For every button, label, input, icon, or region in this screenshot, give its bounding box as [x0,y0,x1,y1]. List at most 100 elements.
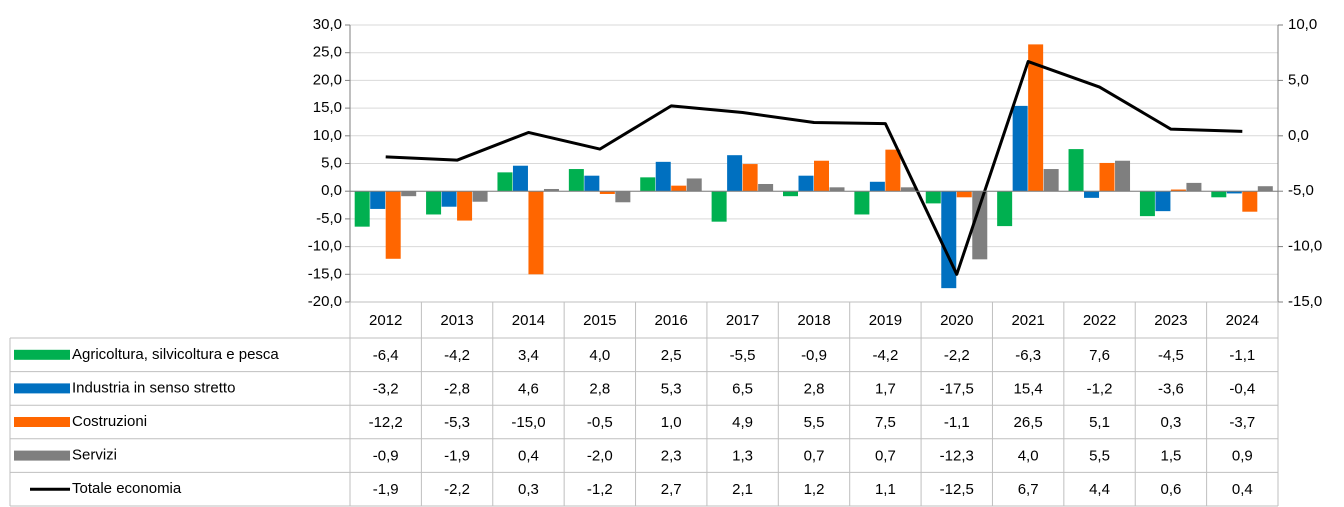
table-value: 2,7 [661,481,682,498]
table-value: -3,7 [1229,414,1255,431]
table-value: 6,7 [1018,481,1039,498]
table-value: 2,3 [661,448,682,465]
table-value: 5,1 [1089,414,1110,431]
bar [1068,149,1084,192]
bar [869,181,885,192]
x-tick-label: 2022 [1083,312,1116,329]
table-value: -1,1 [944,414,970,431]
bar [584,175,600,192]
table-value: -12,2 [369,414,403,431]
x-tick-label: 2020 [940,312,973,329]
bar [1186,182,1202,192]
table-value: 7,5 [875,414,896,431]
table-value: 1,1 [875,481,896,498]
x-tick-label: 2017 [726,312,759,329]
table-value: 3,4 [518,347,539,364]
table-value: 5,5 [1089,448,1110,465]
bar [900,187,916,192]
bar [742,164,758,192]
x-tick-label: 2012 [369,312,402,329]
table-value: 0,4 [518,448,539,465]
table-value: 1,7 [875,380,896,397]
y-tick-label: 10,0 [313,127,342,144]
bar [1099,162,1115,192]
bar [615,191,631,203]
table-value: 2,1 [732,481,753,498]
table-value: -1,9 [373,481,399,498]
table-value: -2,2 [444,481,470,498]
table-value: -2,8 [444,380,470,397]
table-value: -1,1 [1229,347,1255,364]
y-tick-label: -5,0 [316,210,342,227]
table-value: 7,6 [1089,347,1110,364]
legend-label: Industria in senso stretto [72,379,235,396]
table-value: 0,7 [875,448,896,465]
y-tick-label: 25,0 [313,44,342,61]
table-value: 2,8 [804,380,825,397]
x-tick-label: 2016 [655,312,688,329]
table-value: 2,8 [589,380,610,397]
table-value: 1,3 [732,448,753,465]
bar [1257,186,1273,192]
table-value: 6,5 [732,380,753,397]
table-value: 0,7 [804,448,825,465]
x-tick-label: 2021 [1011,312,1044,329]
table-value: -0,9 [373,448,399,465]
table-value: -5,3 [444,414,470,431]
table-value: -3,6 [1158,380,1184,397]
table-value: -6,3 [1015,347,1041,364]
bar [401,191,417,197]
bar [1012,105,1028,192]
bar [758,183,774,192]
y-tick-label: 5,0 [321,154,342,171]
bar [385,191,401,259]
y-tick-label: 30,0 [313,16,342,33]
table-value: 1,2 [804,481,825,498]
x-tick-label: 2023 [1154,312,1187,329]
table-value: 0,6 [1160,481,1181,498]
bar [497,172,513,192]
legend-key [14,383,70,394]
table-value: -4,5 [1158,347,1184,364]
bar [783,191,798,197]
bar [528,191,544,275]
table-value: -12,3 [940,448,974,465]
y-tick-label: 15,0 [313,99,342,116]
table-value: 0,9 [1232,448,1253,465]
bar [354,191,370,227]
bar [655,161,671,192]
bar [1226,191,1242,194]
legend-label: Agricoltura, silvicoltura e pesca [72,346,279,363]
table-value: -3,2 [373,380,399,397]
table-value: 2,5 [661,347,682,364]
table-value: 1,5 [1160,448,1181,465]
bar [441,191,457,207]
table-value: -6,4 [373,347,399,364]
bar [472,191,488,202]
bar [814,160,829,192]
bar [941,191,957,289]
table-value: 26,5 [1014,414,1043,431]
table-value: -12,5 [940,481,974,498]
y-tick-label: 0,0 [321,182,342,199]
legend-label: Totale economia [72,480,182,497]
x-tick-label: 2014 [512,312,545,329]
table-value: 0,3 [1160,414,1181,431]
legend-label: Servizi [72,447,117,464]
x-tick-label: 2019 [869,312,902,329]
bar [1170,189,1186,192]
bar [370,191,386,209]
bar [997,191,1013,227]
table-value: -2,2 [944,347,970,364]
table-value: -1,2 [587,481,613,498]
legend-label: Costruzioni [72,413,147,430]
table-value: 0,3 [518,481,539,498]
table-value: 4,6 [518,380,539,397]
bar [829,187,845,192]
y-tick-label: -20,0 [308,293,342,310]
bar [640,177,656,192]
table-value: 4,0 [589,347,610,364]
bar [1084,191,1100,198]
